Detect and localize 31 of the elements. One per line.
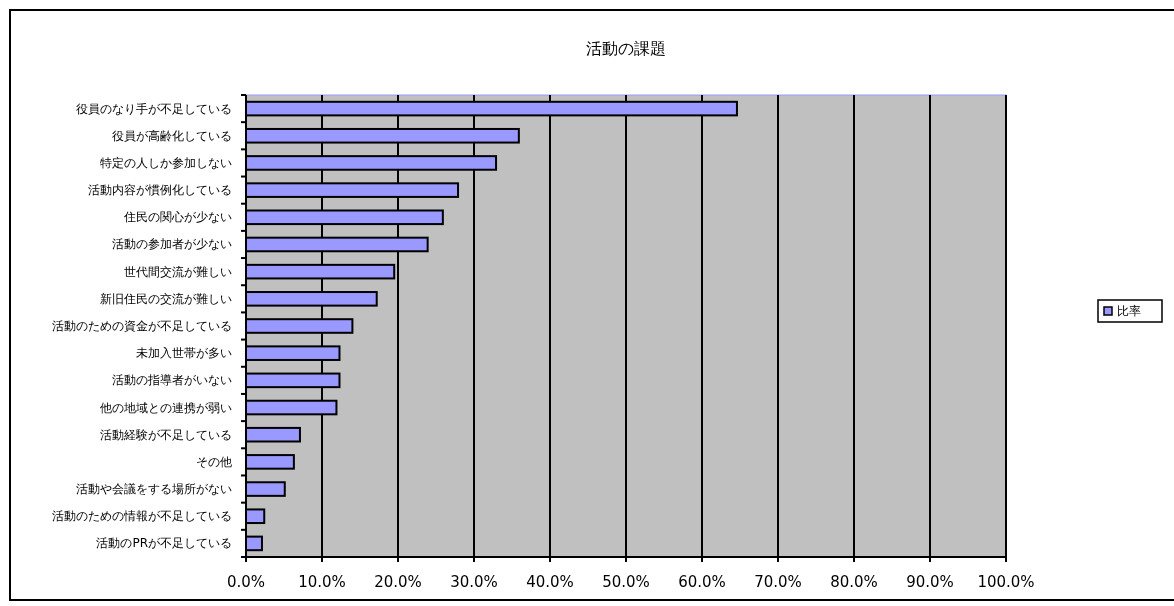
x-tick-label: 50.0%	[602, 573, 650, 591]
y-tick-label: 活動のPRが不足している	[96, 536, 232, 551]
y-tick-label: 世代間交流が難しい	[124, 264, 232, 279]
y-tick-label: 特定の人しか参加しない	[100, 155, 232, 170]
y-tick-label: 役員のなり手が不足している	[76, 101, 232, 116]
y-tick-label: 活動経験が不足している	[100, 427, 232, 442]
x-tick-label: 20.0%	[374, 573, 422, 591]
x-tick-label: 0.0%	[226, 573, 266, 591]
legend: 比率	[1097, 299, 1163, 323]
x-tick-label: 40.0%	[526, 573, 574, 591]
x-tick-label: 10.0%	[298, 573, 346, 591]
x-tick-label: 70.0%	[754, 573, 802, 591]
legend-label: 比率	[1117, 304, 1141, 318]
y-tick-label: 活動の指導者がいない	[112, 373, 232, 388]
y-tick-label: 他の地域との連携が弱い	[100, 400, 232, 415]
x-tick-label: 80.0%	[830, 573, 878, 591]
y-tick-label: 住民の関心が少ない	[123, 210, 232, 225]
y-tick-label: 役員が高齢化している	[112, 128, 232, 143]
chart-title: 活動の課題	[586, 39, 666, 58]
x-tick-label: 30.0%	[450, 573, 498, 591]
y-tick-label: その他	[196, 454, 232, 469]
y-tick-label: 活動の参加者が少ない	[112, 237, 232, 252]
y-tick-label: 活動のための情報が不足している	[52, 509, 232, 524]
y-tick-label: 未加入世帯が多い	[136, 346, 232, 361]
x-tick-label: 60.0%	[678, 573, 726, 591]
x-tick-label: 90.0%	[906, 573, 954, 591]
y-tick-label: 活動や会議をする場所がない	[76, 482, 232, 497]
y-tick-label: 新旧住民の交流が難しい	[100, 291, 232, 306]
x-tick-label: 100.0%	[977, 573, 1035, 591]
y-tick-label: 活動のための資金が不足している	[52, 319, 232, 333]
y-tick-label: 活動内容が慣例化している	[88, 183, 232, 198]
